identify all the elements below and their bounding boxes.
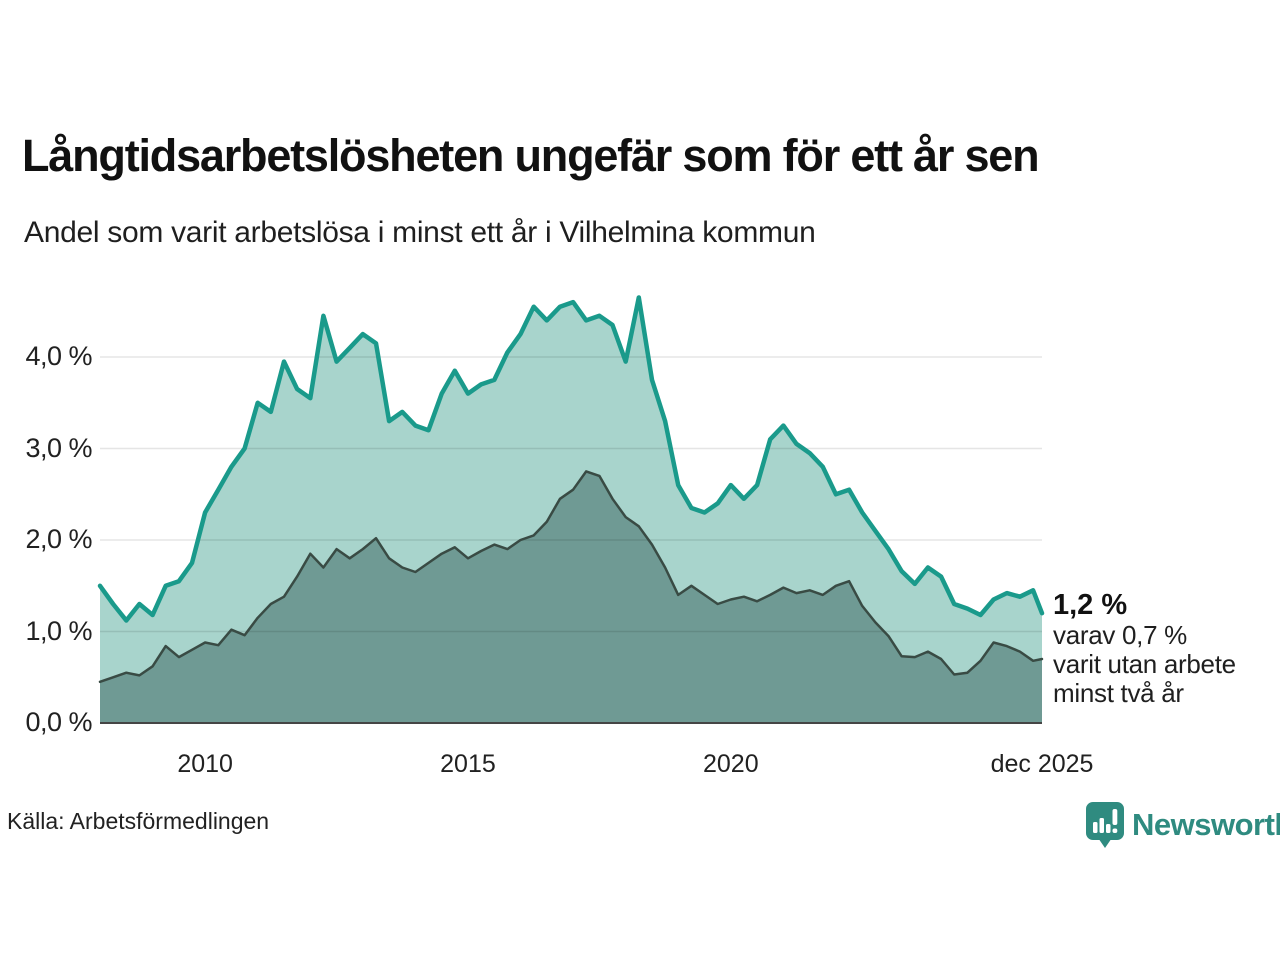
- newsworthy-icon: [1086, 802, 1124, 848]
- page-subtitle: Andel som varit arbetslösa i minst ett å…: [24, 216, 816, 249]
- annotation-line: minst två år: [1053, 678, 1184, 708]
- last-value-annotation: 1,2 % varav 0,7 % varit utan arbete mins…: [1053, 589, 1236, 708]
- annotation-line: varit utan arbete: [1053, 649, 1236, 679]
- x-tick-label: 2020: [702, 750, 759, 778]
- brand-logo[interactable]: Newsworthy: [1085, 801, 1280, 849]
- annotation-line: varav 0,7 %: [1053, 620, 1187, 650]
- x-tick-label: 2015: [440, 750, 496, 778]
- series-line-minst-tva-ar: [98, 470, 1044, 684]
- y-tick-label: 0,0 %: [25, 707, 92, 737]
- brand-wordmark: Newsworthy: [1132, 807, 1280, 842]
- annotation-value: 1,2 %: [1053, 589, 1128, 621]
- y-tick-label: 1,0 %: [25, 615, 92, 646]
- page-title: Långtidsarbetslösheten ungefär som för e…: [22, 130, 1040, 181]
- x-tick-label: dec 2025: [990, 750, 1094, 778]
- series-area-minst-tva-ar: [100, 471, 1042, 723]
- x-tick-label: 2010: [177, 750, 233, 778]
- y-tick-label: 2,0 %: [25, 524, 92, 554]
- series-line-minst-ett-ar: [97, 295, 1045, 623]
- y-tick-label: 4,0 %: [25, 341, 92, 371]
- y-tick-label: 3,0 %: [25, 432, 92, 463]
- source-note: Källa: Arbetsförmedlingen: [7, 808, 270, 834]
